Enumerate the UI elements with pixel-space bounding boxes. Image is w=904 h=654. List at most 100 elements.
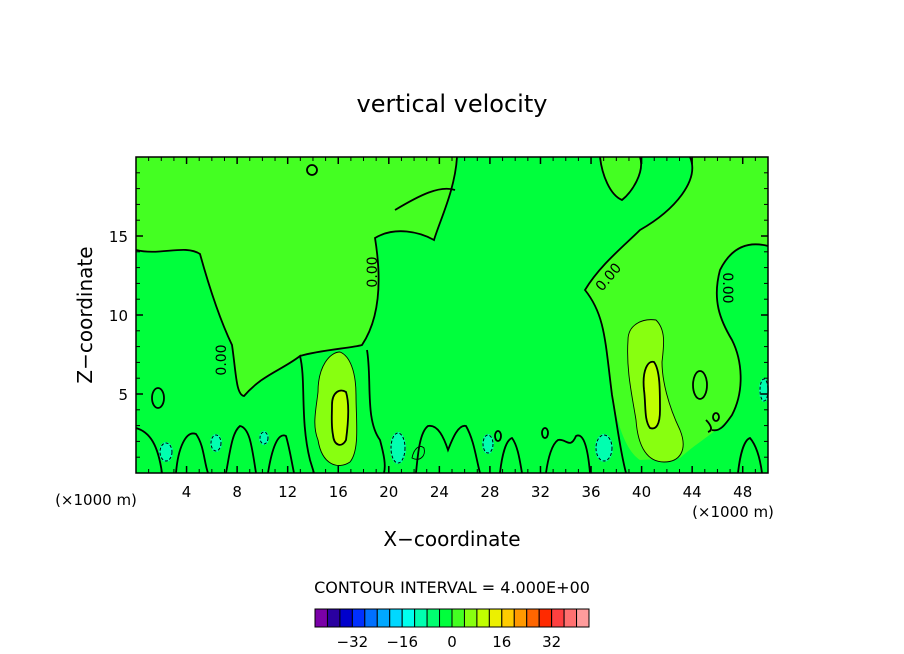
x-units-left: (×1000 m) [55,491,137,509]
x-tick-label: 28 [480,483,499,501]
x-axis-label: X−coordinate [383,527,520,551]
zero-contour-line [135,427,163,474]
zero-contour-line [267,434,295,474]
contour-label: 0.00 [214,344,230,375]
y-tick-label: 15 [109,228,128,246]
zero-contour-line [299,156,458,357]
colorbar-swatch [476,608,490,628]
zero-contour-line [545,434,591,474]
zero-contour-line [494,430,502,442]
weak-positive-region-upper-left [136,157,457,396]
positive-contour-line [330,389,350,446]
x-tick-label: 48 [733,483,752,501]
downdraft-spot [482,434,494,454]
colorbar-swatch [451,608,465,628]
colorbar-swatch [426,608,441,628]
contour-interval-text: CONTOUR INTERVAL = 4.000E+00 [314,578,590,597]
colorbar-swatch [401,608,416,628]
y-tick-label: 10 [109,307,128,325]
x-axis-ticks: 4 8 12 16 20 24 28 32 36 40 44 48 [148,157,756,501]
colorbar-swatch [364,608,378,628]
colorbar-swatch [488,608,503,628]
colorbar-label: −16 [386,633,418,651]
updraft-peak-left [331,390,349,445]
y-axis-ticks: 5 10 15 [109,172,768,458]
zero-contour-line [599,156,642,202]
zero-contour-line [306,164,318,176]
negative-contour-line [595,434,613,462]
x-tick-label: 4 [182,483,192,501]
colorbar-label: −32 [337,633,369,651]
colorbar [314,608,590,628]
colorbar-swatch [351,608,366,628]
zero-contour-line [135,248,315,474]
x-tick-label: 16 [329,483,348,501]
downdraft-spot [595,434,613,462]
downdraft-spot [759,378,769,402]
zero-contour-line [151,387,165,409]
colorbar-swatch [551,608,565,628]
y-tick-label: 5 [118,386,128,404]
zero-contour-line [737,436,763,474]
colorbar-label: 0 [447,633,457,651]
colorbar-label: 32 [542,633,561,651]
zero-contour-line [415,425,481,474]
zero-contour-line [711,243,769,432]
colorbar-labels: −32 −16 0 16 32 [337,633,562,651]
zero-contour-line [394,187,456,211]
colorbar-swatch [414,608,428,628]
positive-contour-line [314,351,358,466]
zero-contour-line [366,349,386,474]
zero-contour-line [225,425,257,474]
colorbar-swatch [463,608,478,628]
colorbar-swatch [339,608,353,628]
plot-area: 0.00 0.00 0.00 0.00 [135,156,769,474]
colorbar-swatch [326,608,341,628]
colorbar-swatch [501,608,515,628]
chart-title: vertical velocity [357,90,548,118]
colorbar-swatch [439,608,453,628]
zero-contour-line [583,156,694,474]
x-tick-label: 12 [278,483,297,501]
negative-contour-line [210,434,222,452]
colorbar-swatch [576,608,590,628]
x-units-right: (×1000 m) [692,503,774,521]
contour-label: 0.00 [719,272,735,303]
downdraft-spot [390,432,406,464]
x-tick-label: 36 [581,483,600,501]
zero-contour-line [541,427,549,439]
colorbar-swatch [513,608,528,628]
downdraft-spot [259,431,269,445]
x-tick-label: 40 [632,483,651,501]
zero-contour-line [705,419,712,433]
zero-contour-line [692,370,708,400]
x-tick-label: 24 [430,483,449,501]
contour-label: 0.00 [365,256,381,287]
zero-contour-line [175,432,209,474]
colorbar-swatch [376,608,391,628]
colorbar-swatch [314,608,328,628]
zero-contour-line [712,412,720,422]
colorbar-swatch [563,608,578,628]
x-tick-label: 44 [683,483,702,501]
downdraft-spot [159,442,173,462]
negative-contour-line [159,442,173,462]
negative-contour-line [259,431,269,445]
zero-contour-line [499,436,523,474]
positive-contour-line [642,360,661,430]
negative-contour-line [390,432,406,464]
colorbar-swatch [526,608,540,628]
colorbar-swatch [538,608,553,628]
negative-contour-line [482,434,494,454]
x-tick-label: 20 [379,483,398,501]
positive-contour-line [411,446,425,460]
updraft-peak-right [643,361,660,429]
downdraft-spot [210,434,222,452]
positive-contour-line [627,319,684,463]
colorbar-label: 16 [492,633,511,651]
colorbar-swatch [389,608,403,628]
y-axis-label: Z−coordinate [73,246,97,383]
x-tick-label: 32 [531,483,550,501]
x-tick-label: 8 [232,483,242,501]
